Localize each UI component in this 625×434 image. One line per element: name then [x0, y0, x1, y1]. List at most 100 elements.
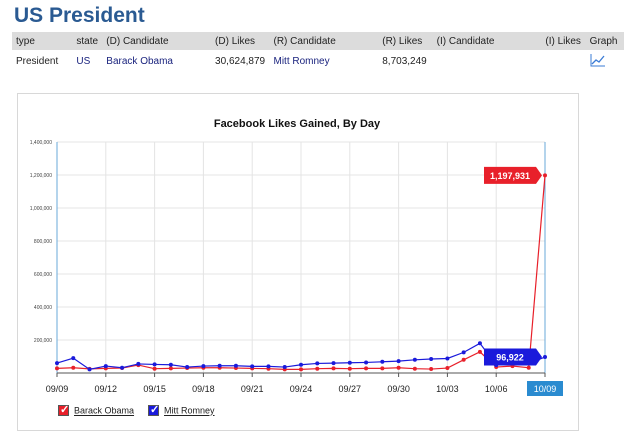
data-point [477, 341, 482, 346]
cell-d-candidate[interactable]: Barack Obama [102, 50, 211, 73]
data-point [136, 361, 141, 366]
data-point [364, 360, 369, 365]
cell-d-likes: 30,624,879 [215, 56, 266, 67]
state-link[interactable]: US [76, 56, 91, 67]
cell-type: President [16, 56, 59, 67]
data-point [152, 362, 157, 367]
legend-label-obama[interactable]: Barack Obama [74, 405, 135, 416]
col-type: type [12, 32, 73, 50]
race-table: type state (D) Candidate (D) Likes (R) C… [12, 32, 624, 73]
legend-label-romney[interactable]: Mitt Romney [164, 405, 215, 416]
data-point [445, 366, 450, 371]
data-point [103, 364, 108, 369]
data-point [396, 365, 401, 370]
end-label-box [484, 166, 542, 184]
x-axis-ticks: 09/09 09/12 09/15 09/18 09/21 09/24 09/27 09/30… [46, 373, 563, 396]
data-point [380, 359, 385, 364]
data-point [168, 362, 173, 367]
x-tick-label: 09/09 [46, 384, 69, 394]
data-point [412, 366, 417, 371]
chart-end-labels: 1,197,931 96,922 [484, 166, 542, 366]
data-point [331, 366, 336, 371]
data-point [87, 367, 92, 372]
checkbox-checked-icon[interactable]: ✓ [148, 404, 160, 417]
data-point [315, 361, 320, 366]
data-point [461, 357, 466, 362]
x-tick-label: 09/12 [95, 384, 118, 394]
x-tick-label: 09/30 [387, 384, 410, 394]
end-label-1: 96,922 [484, 348, 542, 366]
cell-r-candidate[interactable]: Mitt Romney [270, 50, 379, 73]
y-axis-ticks: 1,400,000 1,200,000 1,000,000 800,000 600,00… [30, 140, 52, 344]
end-label-text: 96,922 [496, 353, 524, 363]
y-tick-label: 400,000 [34, 305, 52, 311]
col-i-candidate: (I) Candidate [432, 32, 542, 50]
data-point [315, 366, 320, 371]
y-tick-label: 200,000 [34, 338, 52, 344]
end-label-text: 1,197,931 [490, 171, 530, 181]
chart-series [55, 173, 547, 372]
cell-graph[interactable] [586, 50, 624, 73]
col-r-likes: (R) Likes [378, 32, 433, 50]
chart-panel [17, 93, 579, 431]
col-i-likes: (I) Likes [541, 32, 586, 50]
legend-item-romney[interactable]: ✓ Mitt Romney [148, 404, 215, 417]
data-point [364, 366, 369, 371]
data-point [120, 365, 125, 370]
data-point [168, 366, 173, 371]
col-graph: Graph [585, 32, 624, 50]
cell-state[interactable]: US [72, 50, 102, 73]
y-tick-label: 1,000,000 [30, 206, 52, 212]
chart-grid [56, 141, 546, 374]
data-point [380, 366, 385, 371]
data-point [331, 361, 336, 366]
d-candidate-link[interactable]: Barack Obama [106, 56, 173, 67]
data-point [543, 355, 547, 360]
data-point [217, 363, 222, 368]
data-point [429, 367, 434, 372]
x-tick-label: 09/18 [192, 384, 215, 394]
data-point [185, 365, 190, 370]
x-tick-label: 09/27 [339, 384, 362, 394]
col-d-candidate: (D) Candidate [102, 32, 212, 50]
cell-r-likes: 8,703,249 [382, 56, 427, 67]
page-title: US President [14, 4, 145, 27]
data-point [71, 365, 76, 370]
data-point [396, 359, 401, 364]
data-point [152, 366, 157, 371]
data-point [477, 349, 482, 354]
data-point [461, 350, 466, 355]
x-tick-label: 10/06 [485, 384, 508, 394]
y-tick-label: 600,000 [34, 272, 52, 278]
data-point [347, 366, 352, 371]
data-point [250, 364, 255, 369]
data-point [201, 364, 206, 369]
x-tick-label: 09/15 [143, 384, 166, 394]
y-tick-label: 1,400,000 [30, 140, 52, 146]
x-tick-label: 10/03 [436, 384, 459, 394]
data-point [299, 362, 303, 367]
data-point [412, 357, 417, 362]
data-point [526, 365, 531, 370]
data-point [429, 356, 434, 361]
checkbox-checked-icon[interactable]: ✓ [58, 404, 70, 417]
x-tick-label: 10/09 [534, 384, 557, 394]
r-candidate-link[interactable]: Mitt Romney [273, 56, 330, 67]
col-d-likes: (D) Likes [211, 32, 270, 50]
end-label-0: 1,197,931 [484, 166, 542, 184]
legend-item-obama[interactable]: ✓ Barack Obama [58, 404, 135, 417]
data-point [71, 356, 76, 361]
graph-link[interactable] [590, 53, 606, 67]
data-point [543, 173, 547, 178]
x-tick-label: 09/24 [290, 384, 313, 394]
y-tick-label: 800,000 [34, 239, 52, 245]
data-point [445, 356, 450, 361]
chart-title: Facebook Likes Gained, By Day [214, 118, 381, 130]
data-point [266, 364, 271, 369]
data-point [55, 361, 59, 366]
table-row: President US Barack Obama 30,624,879 Mit… [12, 50, 624, 73]
x-tick-highlight [527, 381, 563, 396]
end-label-box [484, 348, 542, 366]
x-tick-label: 09/21 [241, 384, 264, 394]
